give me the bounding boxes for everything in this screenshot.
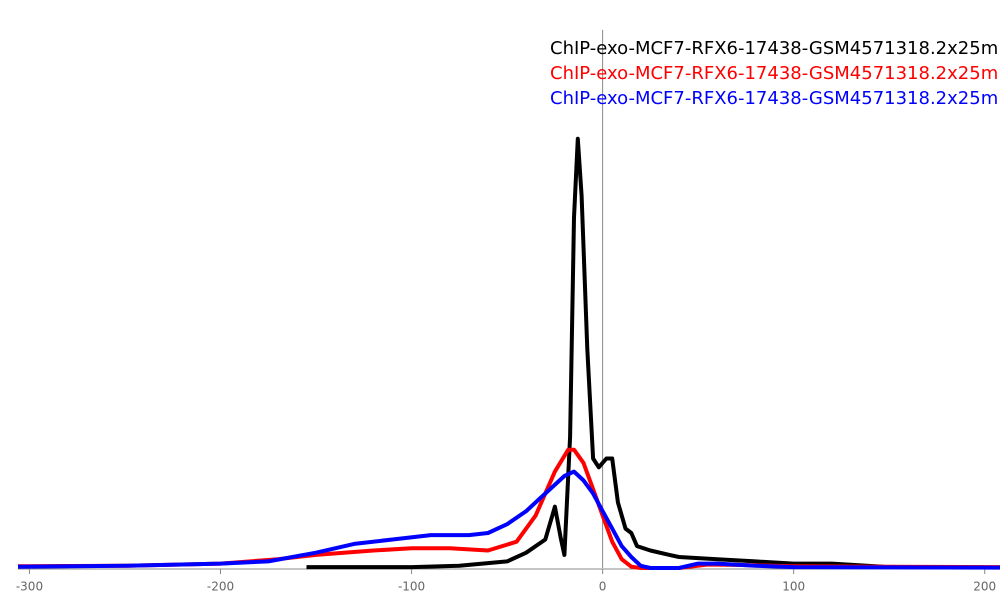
- series-line: [17, 469, 1000, 570]
- series-line: [17, 447, 1000, 570]
- legend-label: ChIP-exo-MCF7-RFX6-17438-GSM4571318.2x25…: [550, 63, 998, 84]
- x-tick-label: -100: [398, 580, 425, 594]
- x-tick-label: -300: [16, 580, 43, 594]
- x-tick-label: 0: [599, 580, 607, 594]
- x-tick-label: 200: [973, 580, 996, 594]
- legend-label: ChIP-exo-MCF7-RFX6-17438-GSM4571318.2x25…: [550, 88, 998, 109]
- x-tick-label: 100: [782, 580, 805, 594]
- x-tick-label: -200: [207, 580, 234, 594]
- series-line: [306, 136, 884, 570]
- legend-label: ChIP-exo-MCF7-RFX6-17438-GSM4571318.2x25…: [550, 38, 998, 59]
